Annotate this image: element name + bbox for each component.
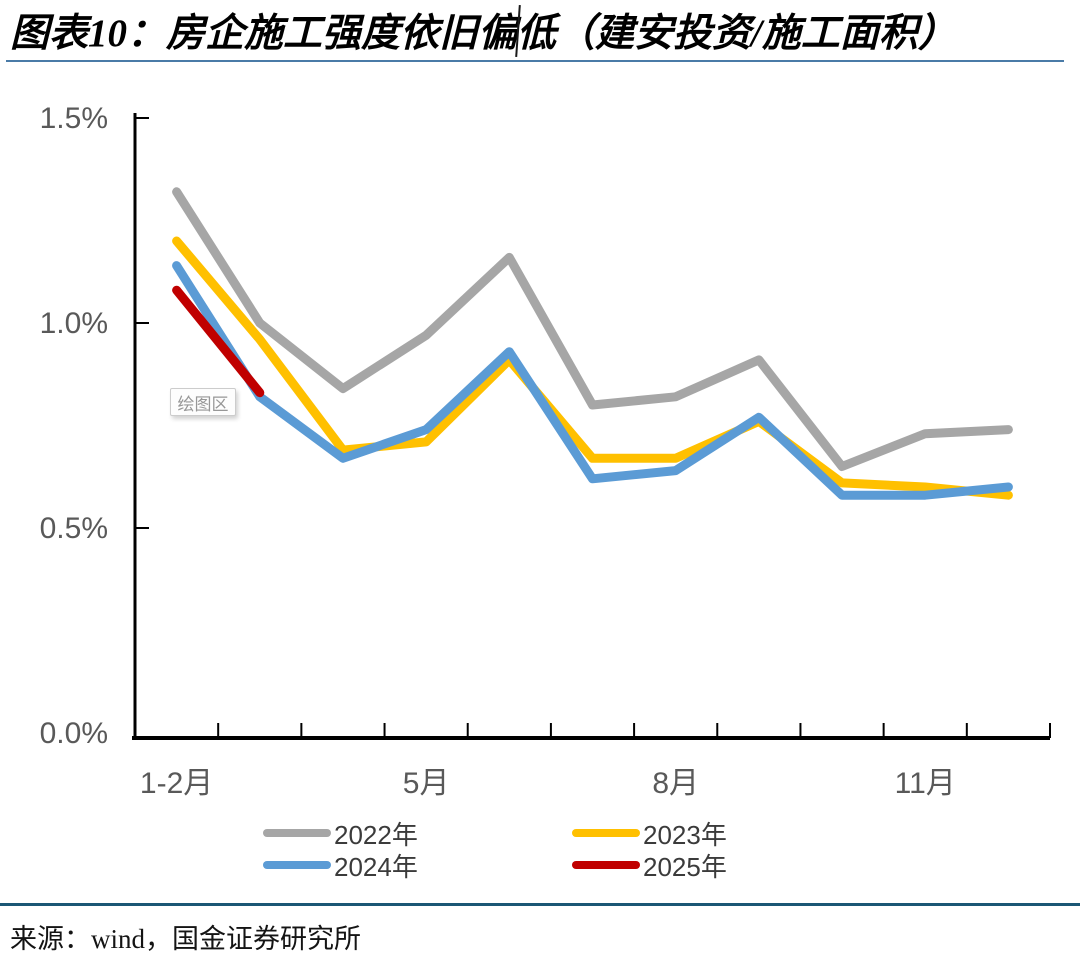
- plot-area-tooltip: 绘图区: [170, 388, 236, 416]
- x-tick-label-5月: 5月: [403, 767, 450, 800]
- y-tick-marks: [135, 117, 149, 529]
- legend-item-2022年: 2022年: [263, 819, 418, 850]
- x-tick-label-11月: 11月: [895, 767, 956, 800]
- source-note: 来源：wind，国金证券研究所: [10, 924, 361, 954]
- x-tick-labels: 1-2月 5月 8月 11月: [140, 767, 956, 800]
- legend-item-2023年: 2023年: [572, 819, 727, 850]
- series-line-2025年: [172, 285, 265, 398]
- legend-swatch-2024年: [263, 861, 331, 869]
- line-chart: 1.5% 1.0% 0.5% 0.0% 1-2月 5月 8月 11月: [40, 102, 1051, 800]
- series-lines: [172, 187, 1013, 500]
- y-tick-label-1.5%: 1.5%: [40, 102, 108, 135]
- series-line-2023年: [172, 236, 1013, 500]
- y-tick-label-0.0%: 0.0%: [40, 717, 108, 750]
- series-line-2022年: [172, 187, 1013, 471]
- series-line-2024年: [172, 261, 1013, 500]
- legend-label-2024年: 2024年: [334, 851, 418, 882]
- legend-swatch-2023年: [572, 829, 640, 837]
- y-tick-label-0.5%: 0.5%: [40, 512, 108, 545]
- chart-title: 图表10：房企施工强度依旧偏低（建安投资/施工面积）: [10, 12, 957, 55]
- title-divider: [6, 60, 1064, 62]
- legend-label-2022年: 2022年: [334, 819, 418, 850]
- legend-item-2024年: 2024年: [263, 851, 418, 882]
- legend-label-2025年: 2025年: [643, 851, 727, 882]
- legend-swatch-2022年: [263, 829, 331, 837]
- legend-label-2023年: 2023年: [643, 819, 727, 850]
- y-tick-label-1.0%: 1.0%: [40, 307, 108, 340]
- legend-swatch-2025年: [572, 861, 640, 869]
- x-tick-label-8月: 8月: [652, 767, 699, 800]
- x-tick-marks: [134, 723, 1051, 738]
- legend-item-2025年: 2025年: [572, 851, 727, 882]
- x-tick-label-1-2月: 1-2月: [140, 767, 213, 800]
- y-tick-labels: 1.5% 1.0% 0.5% 0.0%: [40, 102, 108, 750]
- footer-divider: [0, 903, 1080, 906]
